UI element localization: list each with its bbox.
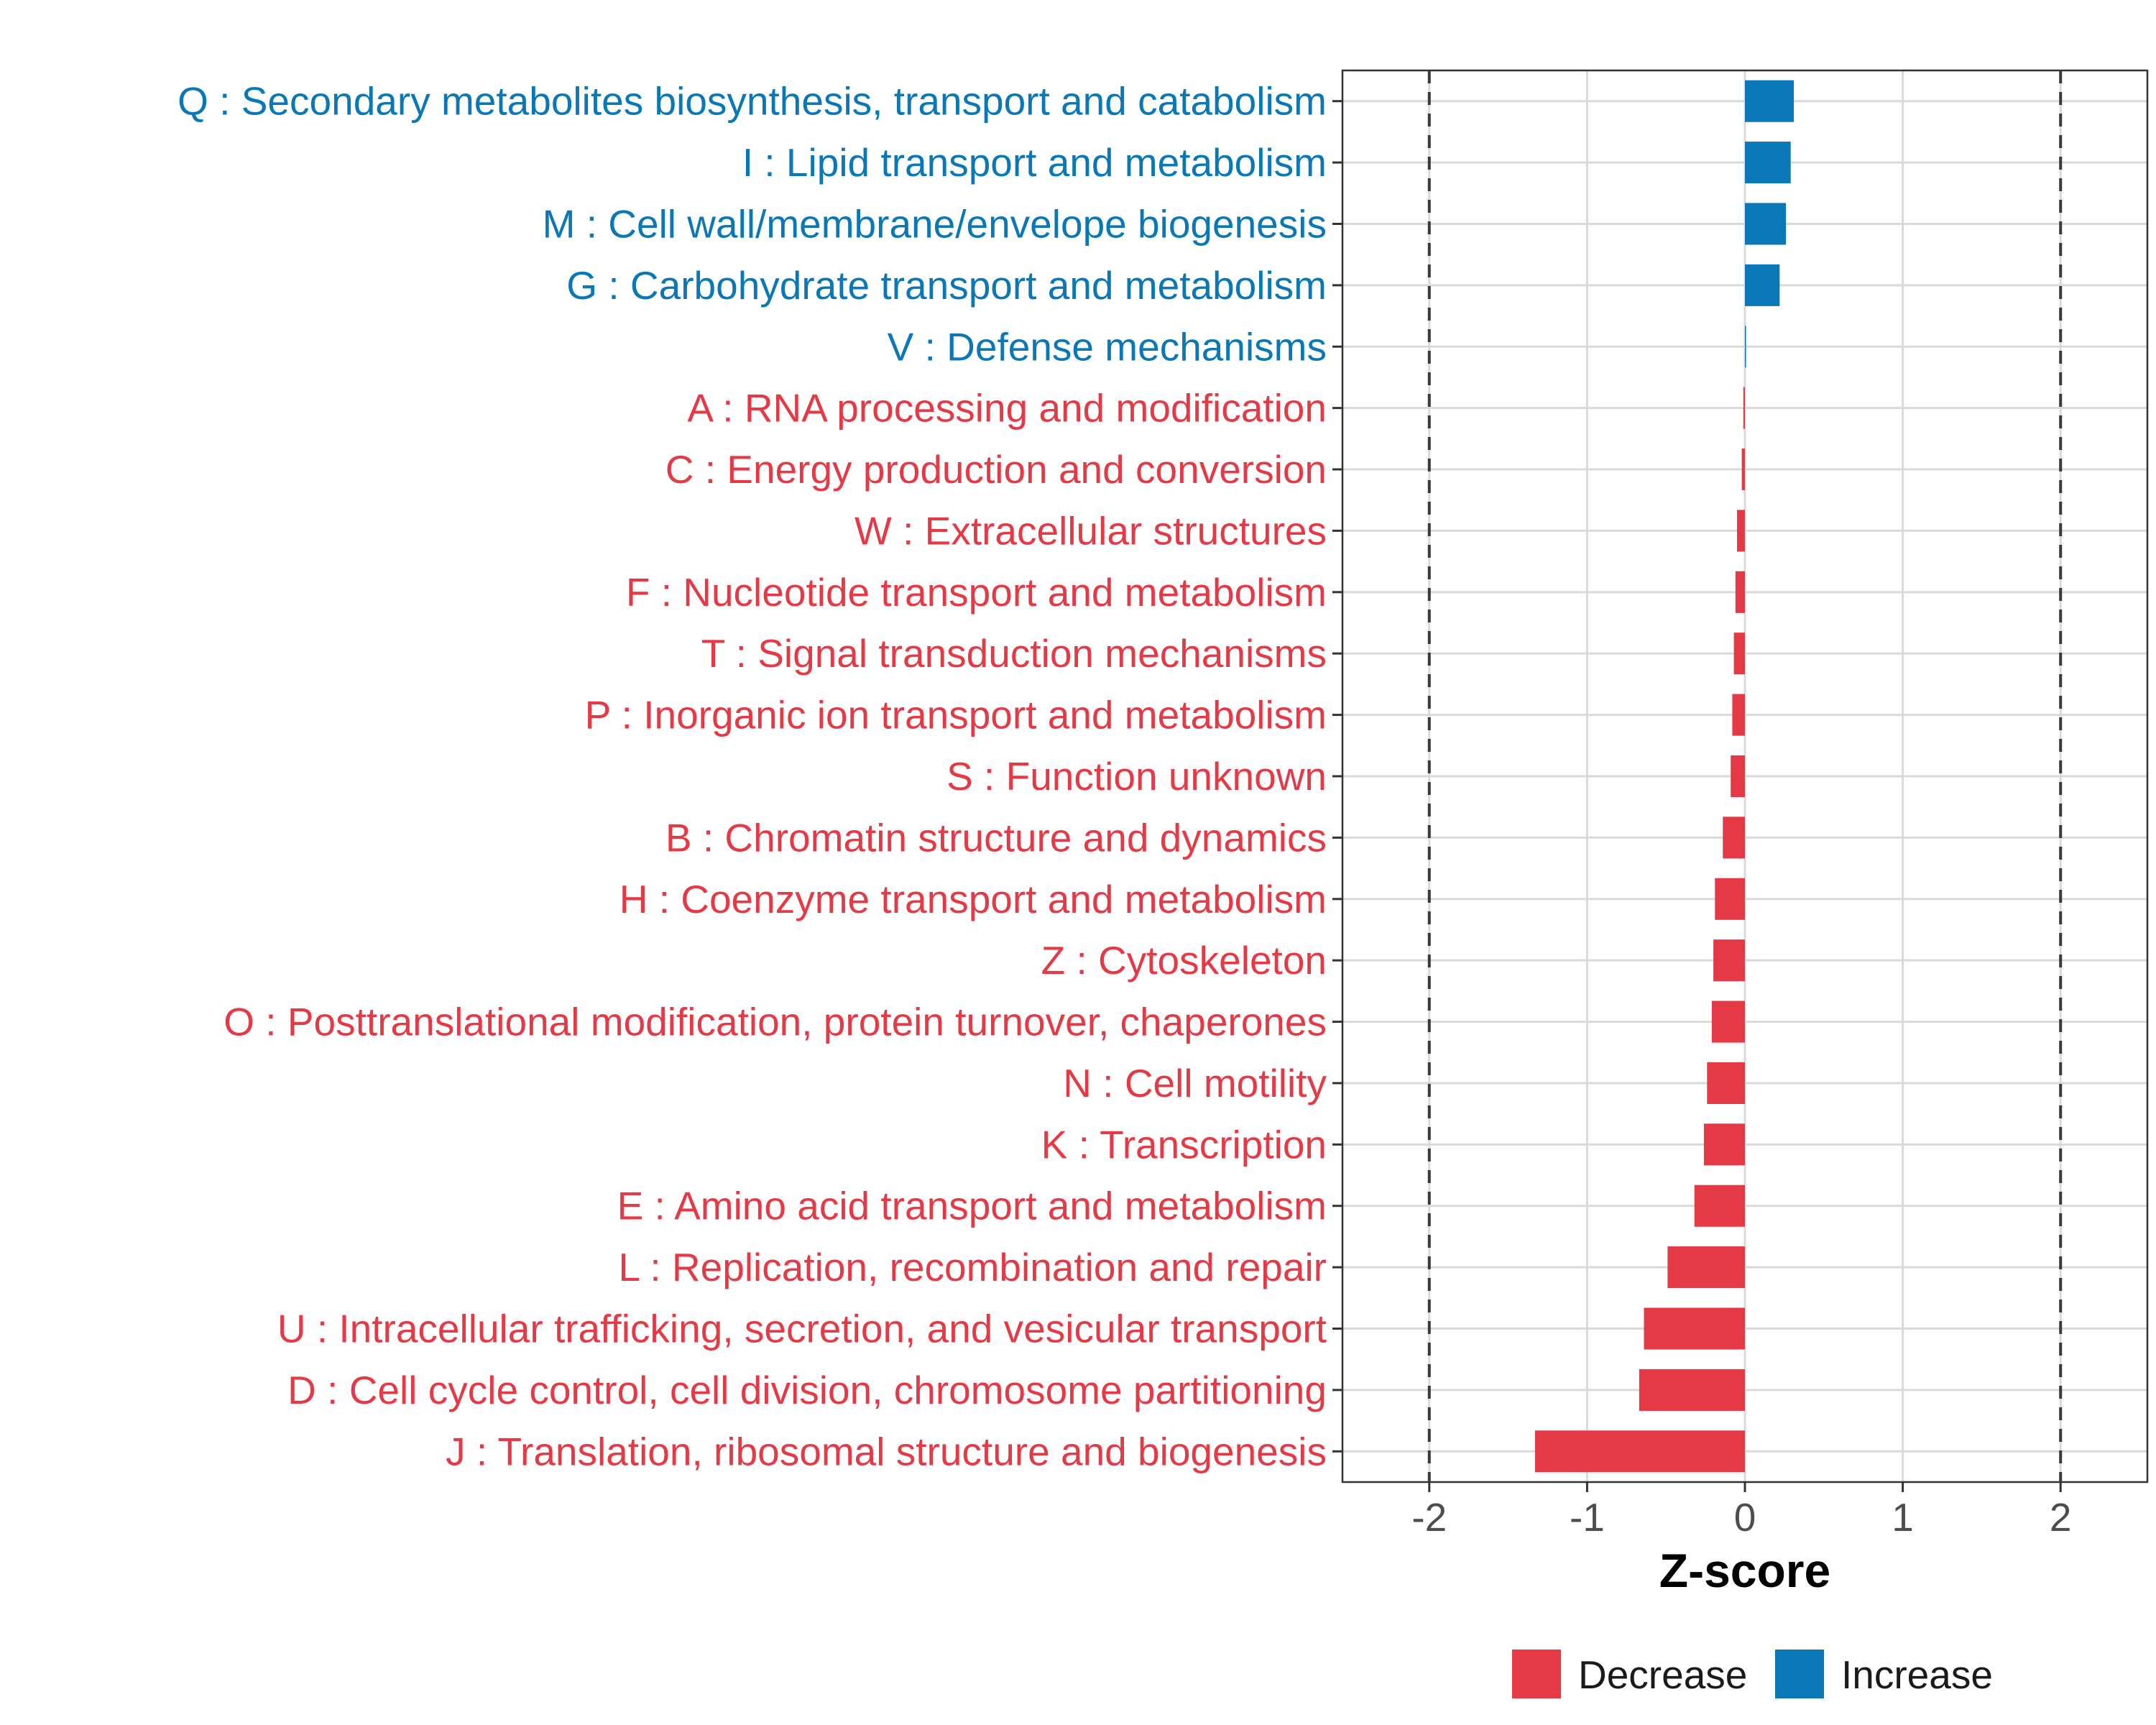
category-label: V : Defense mechanisms xyxy=(888,324,1327,369)
bar xyxy=(1745,80,1795,122)
x-axis-title: Z-score xyxy=(1659,1544,1830,1597)
bar xyxy=(1745,142,1791,184)
legend-swatch xyxy=(1512,1650,1561,1698)
category-label: L : Replication, recombination and repai… xyxy=(619,1245,1327,1289)
bar xyxy=(1737,510,1745,552)
x-tick-label: 1 xyxy=(1892,1495,1914,1540)
category-label: Z : Cytoskeleton xyxy=(1041,938,1327,983)
legend-label: Increase xyxy=(1841,1652,1993,1697)
legend-label: Decrease xyxy=(1578,1652,1747,1697)
reference-lines xyxy=(1427,70,2063,1482)
bar xyxy=(1711,1000,1745,1043)
category-label: O : Posttranslational modification, prot… xyxy=(224,1000,1327,1044)
category-label: F : Nucleotide transport and metabolism xyxy=(626,570,1327,615)
category-label: H : Coenzyme transport and metabolism xyxy=(619,877,1327,921)
category-label: J : Translation, ribosomal structure and… xyxy=(446,1429,1327,1473)
category-label: N : Cell motility xyxy=(1063,1061,1327,1105)
bar xyxy=(1732,694,1745,736)
category-label: I : Lipid transport and metabolism xyxy=(742,140,1327,185)
category-label: G : Carbohydrate transport and metabolis… xyxy=(566,263,1327,308)
category-label: K : Transcription xyxy=(1041,1122,1327,1167)
bar xyxy=(1703,1123,1745,1166)
bar xyxy=(1735,571,1745,613)
category-label: U : Intracellular trafficking, secretion… xyxy=(277,1307,1327,1351)
legend: Decrease Increase xyxy=(1512,1650,1993,1698)
category-label: Q : Secondary metabolites biosynthesis, … xyxy=(178,79,1327,124)
category-label: D : Cell cycle control, cell division, c… xyxy=(287,1368,1327,1412)
bars xyxy=(1534,80,1795,1473)
x-ticks: -2 -1 0 1 2 xyxy=(1411,1482,2072,1540)
category-label: T : Signal transduction mechanisms xyxy=(701,631,1327,676)
bar xyxy=(1743,387,1745,429)
x-tick-label: -1 xyxy=(1570,1495,1605,1540)
category-label: W : Extracellular structures xyxy=(854,508,1327,553)
x-tick-label: 2 xyxy=(2050,1495,2072,1540)
category-label: B : Chromatin structure and dynamics xyxy=(665,815,1327,860)
category-label: P : Inorganic ion transport and metaboli… xyxy=(585,693,1327,737)
bar xyxy=(1707,1062,1745,1104)
bar xyxy=(1723,816,1745,859)
bar xyxy=(1745,326,1746,368)
category-label: A : RNA processing and modification xyxy=(687,386,1327,431)
bar xyxy=(1731,755,1745,798)
y-ticks: Q : Secondary metabolites biosynthesis, … xyxy=(178,79,1342,1473)
category-label: S : Function unknown xyxy=(946,754,1327,799)
bar xyxy=(1694,1184,1745,1227)
category-label: M : Cell wall/membrane/envelope biogenes… xyxy=(543,201,1327,246)
bar xyxy=(1733,632,1745,675)
x-tick-label: 0 xyxy=(1734,1495,1756,1540)
x-tick-label: -2 xyxy=(1411,1495,1447,1540)
bar xyxy=(1745,203,1787,245)
bar xyxy=(1667,1246,1745,1289)
category-label: C : Energy production and conversion xyxy=(665,447,1327,492)
bar xyxy=(1741,448,1745,491)
bar xyxy=(1715,878,1745,920)
bar xyxy=(1639,1368,1745,1411)
bar xyxy=(1745,264,1780,306)
bar xyxy=(1644,1307,1745,1350)
bar xyxy=(1534,1430,1745,1473)
legend-swatch xyxy=(1775,1650,1824,1698)
bar xyxy=(1713,939,1745,982)
category-label: E : Amino acid transport and metabolism xyxy=(617,1184,1327,1228)
